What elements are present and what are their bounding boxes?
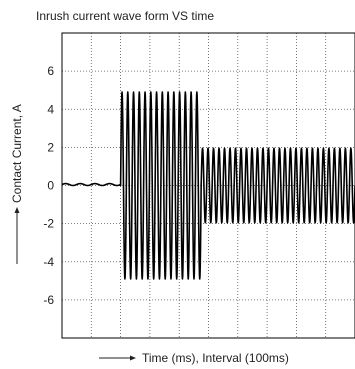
- plot-frame: [61, 32, 355, 339]
- y-tick-label: 2: [47, 140, 54, 154]
- y-tick-label: 4: [47, 102, 54, 116]
- x-axis-arrow-head: [130, 355, 136, 361]
- y-tick-label: 0: [47, 179, 54, 193]
- chart-title: Inrush current wave form VS time: [36, 9, 215, 23]
- x-axis-label-group: Time (ms), Interval (100ms): [99, 351, 289, 365]
- grid-layer: [62, 33, 355, 338]
- x-axis-label: Time (ms), Interval (100ms): [142, 351, 289, 365]
- y-tick-label: 6: [47, 64, 54, 78]
- series-line: [61, 91, 355, 280]
- y-tick-label: -6: [43, 293, 54, 307]
- y-tick-label: -2: [43, 217, 54, 231]
- y-tick-label: -4: [43, 255, 54, 269]
- y-axis-label: Contact Current, A: [10, 104, 24, 203]
- waveform-layer: [61, 91, 355, 280]
- y-axis-label-group: Contact Current, A: [10, 104, 24, 264]
- y-axis-arrow-head: [14, 207, 20, 213]
- tick-label-layer: 6 4 2 0 -2 -4 -6: [43, 64, 54, 307]
